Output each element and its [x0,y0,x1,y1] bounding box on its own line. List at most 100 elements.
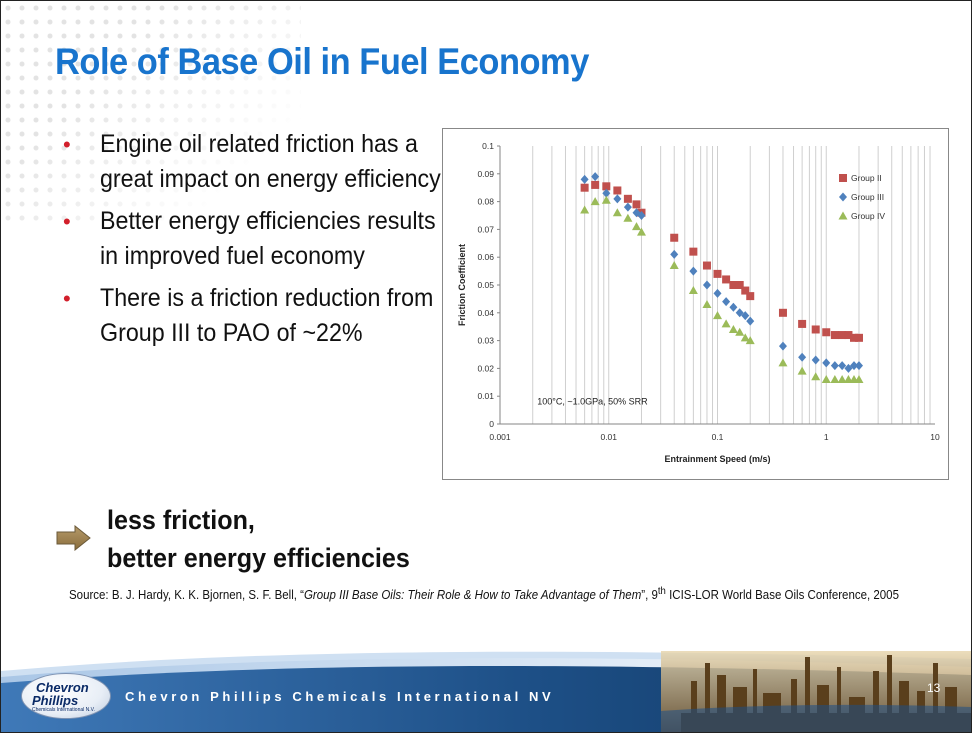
data-point-group-ii [613,186,622,195]
data-point-group-ii [632,200,641,209]
data-point-group-iii [822,358,831,368]
friction-chart: 0 0.01 0.02 0.03 0.04 0.05 0.06 0.07 0.08 0.09 0.1… [442,128,949,480]
data-point-group-iv [632,222,642,231]
data-point-group-iv [590,197,600,206]
data-point-group-ii [741,286,750,295]
data-point-group-iii [798,352,807,362]
data-point-group-iv [713,311,722,320]
data-point-group-iii [830,361,839,371]
bullet-dot-icon: • [63,132,71,157]
chart-x-tick-label: 0.1 [712,432,724,442]
data-point-group-iv [778,358,788,367]
chart-y-tick-label: 0 [489,419,494,429]
data-point-group-iii [729,302,738,312]
conclusion: less friction, better energy efficiencie… [107,501,433,577]
data-point-group-iii [637,211,646,220]
data-point-group-iii [702,280,711,290]
data-point-group-iv [745,336,755,345]
data-point-group-iii [778,341,787,351]
data-point-group-ii [798,319,807,328]
bullet-dot-icon: • [63,209,71,234]
data-point-group-ii [822,328,831,337]
company-logo: Chevron Phillips Chemicals International… [21,673,111,719]
chart-y-tick-label: 0.03 [477,336,494,346]
source-citation: Source: B. J. Hardy, K. K. Bjornen, S. F… [69,586,899,603]
page-number: 13 [927,681,941,695]
data-point-group-iv [636,227,646,236]
data-point-group-iv [837,375,847,384]
chart-y-tick-label: 0.08 [477,197,494,207]
data-point-group-iv [728,324,738,333]
chart-annotation: 100°C, ~1.0GPa, 50% SRR [537,397,648,407]
data-point-group-iv [740,333,750,342]
conclusion-line-2: better energy efficiencies [107,543,410,573]
data-point-group-iv [854,375,864,384]
data-point-group-iii [591,172,600,182]
chart-x-axis-label: Entrainment Speed (m/s) [664,454,770,464]
data-point-group-iii [844,363,853,373]
data-point-group-iii [580,174,589,184]
data-point-group-iv [580,205,590,214]
data-point-group-iii [602,188,611,198]
footer-banner [1,651,971,732]
data-point-group-iii [623,202,632,212]
data-point-group-iv [702,299,712,308]
data-point-group-iii [613,194,622,204]
data-point-group-iv [721,319,731,328]
bullet-item: • There is a friction reduction from Grou… [63,281,433,351]
data-point-group-ii [746,292,755,301]
data-point-group-iv [821,375,831,384]
data-point-group-ii [623,194,632,203]
data-point-group-ii [729,281,738,289]
legend-label: Group III [851,192,884,202]
data-point-group-iii [713,288,722,298]
conclusion-line-1: less friction, [107,505,255,535]
data-point-group-ii [778,308,787,317]
data-point-group-ii [591,180,600,189]
data-point-group-ii [811,325,820,334]
data-point-group-ii [850,333,859,342]
bullet-item: • Engine oil related friction has a great… [63,127,441,197]
data-point-group-iv [669,261,679,270]
data-point-group-iii [850,361,859,371]
data-point-group-iv [830,375,840,384]
chart-y-tick-label: 0.04 [477,308,494,318]
bullet-dot-icon: • [63,286,71,311]
data-point-group-iv [623,213,633,222]
data-point-group-ii [854,333,863,342]
footer-company-name: Chevron Phillips Chemicals International… [125,689,555,704]
data-point-group-iii [746,316,755,326]
data-point-group-ii [838,331,847,340]
data-point-group-ii [702,261,711,270]
right-arrow-icon [56,525,91,551]
legend-marker [839,174,847,182]
chart-y-tick-label: 0.07 [477,224,494,234]
chart-svg: 0 0.01 0.02 0.03 0.04 0.05 0.06 0.07 0.08 0.09 0.1… [457,141,940,464]
chart-y-tick-label: 0.01 [477,391,494,401]
chart-y-tick-label: 0.05 [477,280,494,290]
bullet-item: • Better energy efficiencies results in i… [63,204,436,274]
data-point-group-iii [741,311,750,321]
data-point-group-ii [713,269,722,278]
legend-label: Group II [851,173,882,183]
data-point-group-iii [670,249,679,259]
data-point-group-ii [844,331,853,340]
data-point-group-ii [830,331,839,340]
legend-marker [838,211,848,220]
chart-x-tick-label: 1 [824,432,829,442]
data-point-group-iii [722,297,731,307]
data-point-group-iv [612,208,622,217]
data-point-group-iv [735,327,745,336]
chart-y-tick-label: 0.02 [477,363,494,373]
data-point-group-ii [580,183,589,192]
chart-y-tick-label: 0.1 [482,141,494,151]
bullet-list: • Engine oil related friction has a great… [63,127,441,358]
data-point-group-iv [688,286,698,295]
data-point-group-iii [854,361,863,371]
data-point-group-ii [689,247,698,256]
chart-x-tick-label: 0.01 [600,432,617,442]
data-point-group-iii [811,355,820,365]
chart-y-axis-label: Friction Coefficient [457,244,467,326]
data-point-group-iii [689,266,698,276]
